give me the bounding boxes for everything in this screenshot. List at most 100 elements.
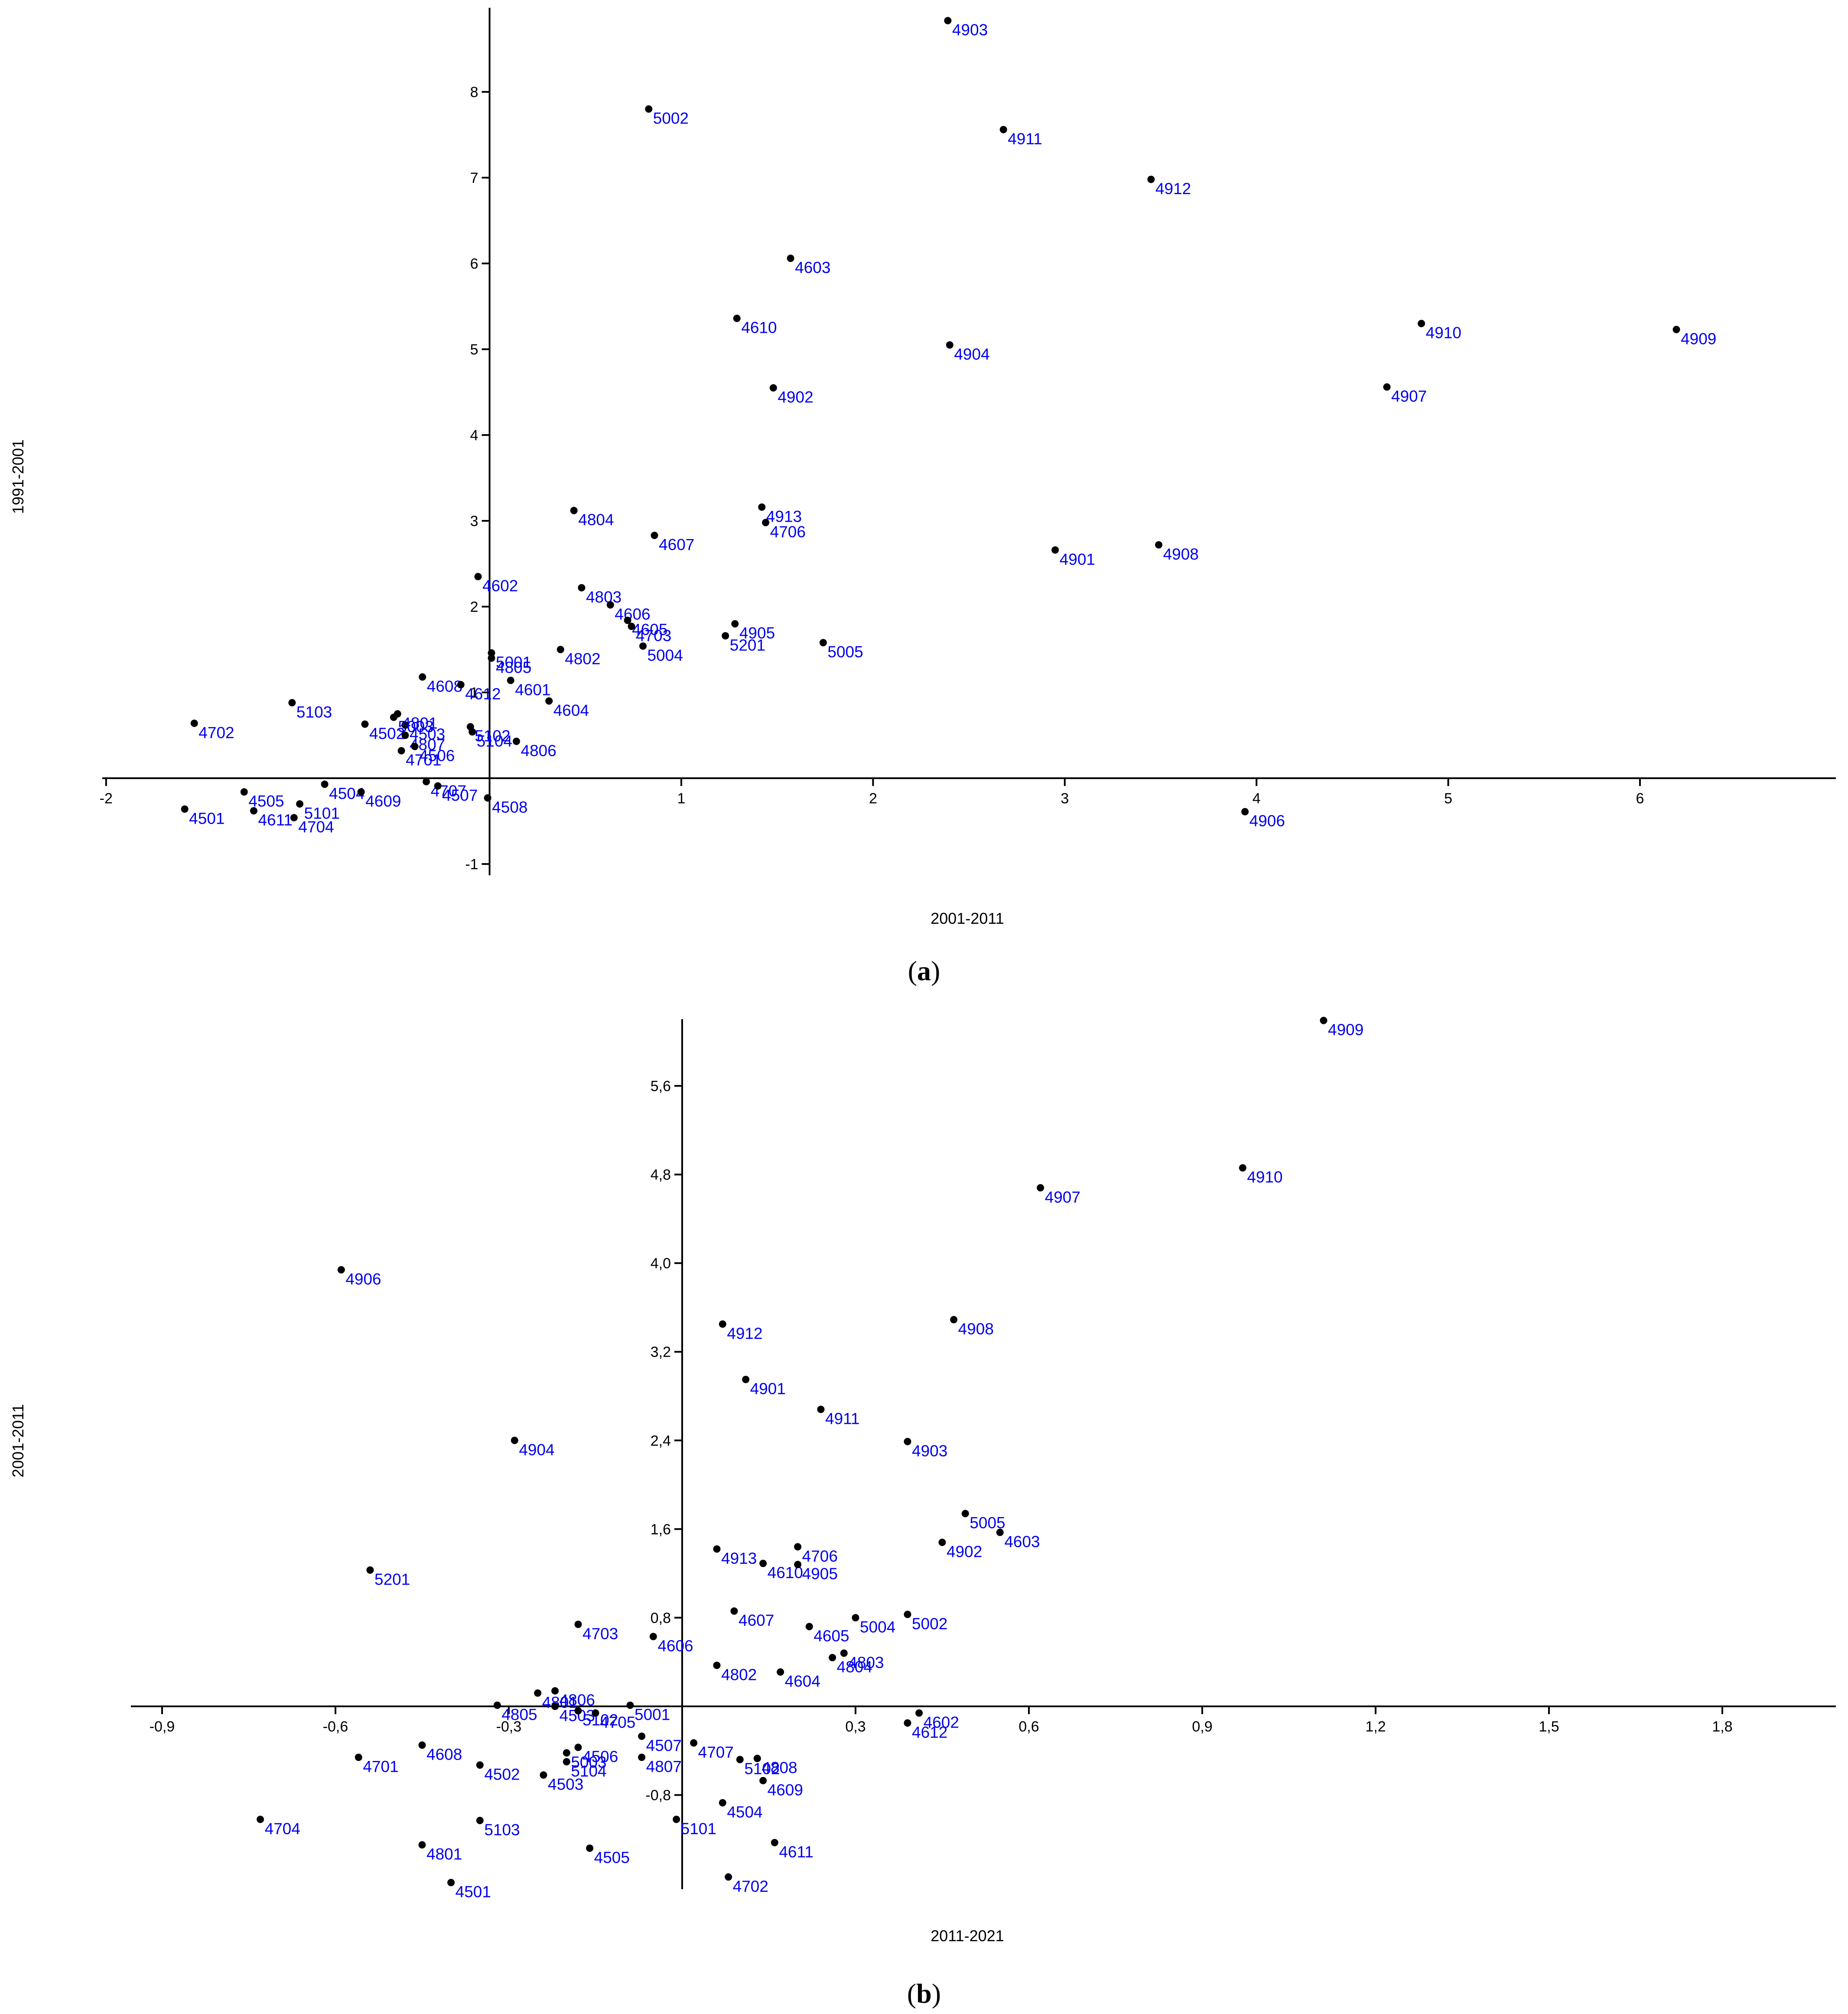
data-point <box>996 1529 1004 1536</box>
x-tick-label: 1,2 <box>1365 1718 1386 1735</box>
data-point <box>733 315 741 322</box>
x-axis-title: 2001-2011 <box>931 910 1004 927</box>
data-point-label: 5002 <box>912 1615 947 1633</box>
data-point <box>190 719 198 727</box>
data-point <box>513 737 521 745</box>
y-tick-label: 6 <box>470 256 478 272</box>
data-point-label: 4606 <box>657 1637 693 1655</box>
data-point-label: 4501 <box>189 809 224 827</box>
data-point-label: 5102 <box>744 1760 780 1778</box>
data-point-label: 4913 <box>721 1549 757 1567</box>
panel-a-scatter: -2 1 2 3 4 5 6 -1 1 2 3 4 5 6 7 8 4903 5002 4911 4912 4603 46… <box>9 8 1836 986</box>
data-point-label: 4501 <box>455 1883 491 1901</box>
data-point <box>645 105 653 113</box>
data-point <box>434 782 442 790</box>
data-point-label: 4604 <box>785 1673 820 1690</box>
data-point <box>476 1761 484 1769</box>
data-point <box>1037 1184 1044 1192</box>
data-point <box>628 623 635 630</box>
data-point <box>250 807 257 815</box>
data-point-label: 4802 <box>565 650 600 668</box>
data-point <box>817 1406 825 1413</box>
y-tick-label: -1 <box>465 856 478 873</box>
data-point <box>357 788 365 796</box>
data-point-label: 4607 <box>659 536 694 554</box>
data-point <box>257 1816 264 1823</box>
data-point <box>719 1799 726 1806</box>
y-tick-label: 1,6 <box>651 1521 671 1538</box>
data-point-label: 4908 <box>1163 545 1199 563</box>
data-point <box>742 1376 750 1384</box>
data-point-label: 4705 <box>600 1713 635 1731</box>
data-point-label: 5004 <box>860 1618 895 1636</box>
data-point <box>1051 546 1059 554</box>
x-tick-label: 5 <box>1444 790 1452 807</box>
data-point <box>829 1653 836 1661</box>
panel-label-close-paren: ) <box>931 955 940 986</box>
x-tick-label: 2 <box>869 790 877 807</box>
data-point-label: 4602 <box>482 577 518 595</box>
data-point <box>852 1614 859 1621</box>
data-point-label: 4607 <box>739 1611 774 1629</box>
y-tick-label: 2,4 <box>651 1433 671 1449</box>
data-point <box>713 1545 721 1553</box>
data-point-label: 4707 <box>698 1743 734 1761</box>
y-axis-title: 2001-2011 <box>9 1404 27 1478</box>
data-point <box>606 601 614 609</box>
y-tick-label: 5,6 <box>651 1078 671 1095</box>
data-point-label: 5003 <box>571 1753 606 1771</box>
panel-label: (b) <box>907 1978 941 2009</box>
data-point-label: 5001 <box>496 653 531 671</box>
data-point-label: 4701 <box>406 751 441 769</box>
y-tick-label: 7 <box>470 170 478 186</box>
data-point <box>493 1701 501 1709</box>
data-point-label: 4801 <box>426 1845 462 1863</box>
data-point-label: 4703 <box>582 1625 618 1643</box>
data-point-label: 4806 <box>560 1691 595 1709</box>
data-point <box>484 794 491 802</box>
data-point-label: 4611 <box>258 811 293 829</box>
data-point-label: 4507 <box>442 786 478 804</box>
data-point <box>651 532 658 539</box>
data-point-label: 4602 <box>924 1713 959 1731</box>
data-point <box>290 814 298 822</box>
x-tick-label: -2 <box>100 790 113 807</box>
data-point <box>624 617 631 624</box>
data-point <box>592 1709 599 1717</box>
data-point-label: 4505 <box>248 793 284 810</box>
data-point <box>563 1758 570 1766</box>
data-point <box>418 1841 426 1849</box>
data-point <box>819 639 827 646</box>
data-point-label: 4505 <box>594 1848 630 1866</box>
data-point <box>730 1607 738 1615</box>
x-axis-title: 2011-2021 <box>931 1927 1004 1945</box>
data-point <box>758 503 766 511</box>
data-point <box>288 699 296 707</box>
data-point <box>1320 1017 1327 1024</box>
data-point-label: 4703 <box>636 627 671 645</box>
data-point-label: 4701 <box>363 1758 398 1776</box>
data-point-label: 4910 <box>1247 1168 1282 1186</box>
data-point-label: 4603 <box>1004 1533 1040 1551</box>
y-tick-label: 3,2 <box>651 1344 671 1361</box>
data-point <box>999 126 1007 133</box>
data-point <box>361 720 369 728</box>
data-point <box>626 1701 634 1709</box>
data-point-label: 4905 <box>739 624 775 642</box>
data-point-label: 5101 <box>681 1820 716 1838</box>
data-point <box>794 1561 802 1569</box>
data-point-label: 4609 <box>768 1781 803 1799</box>
data-point-label: 4901 <box>1060 550 1095 568</box>
panel-label: (a) <box>908 955 940 986</box>
data-point <box>731 620 739 628</box>
data-point <box>840 1649 848 1657</box>
panel-label-letter: b <box>916 1978 932 2009</box>
data-point <box>476 1816 484 1824</box>
data-point-label: 4608 <box>427 677 462 695</box>
data-point-label: 4706 <box>802 1547 838 1565</box>
data-point-label: 4706 <box>770 523 806 541</box>
data-point <box>574 1621 582 1628</box>
x-tick-label: 6 <box>1636 790 1644 807</box>
data-point <box>570 507 578 514</box>
data-point <box>534 1689 542 1697</box>
